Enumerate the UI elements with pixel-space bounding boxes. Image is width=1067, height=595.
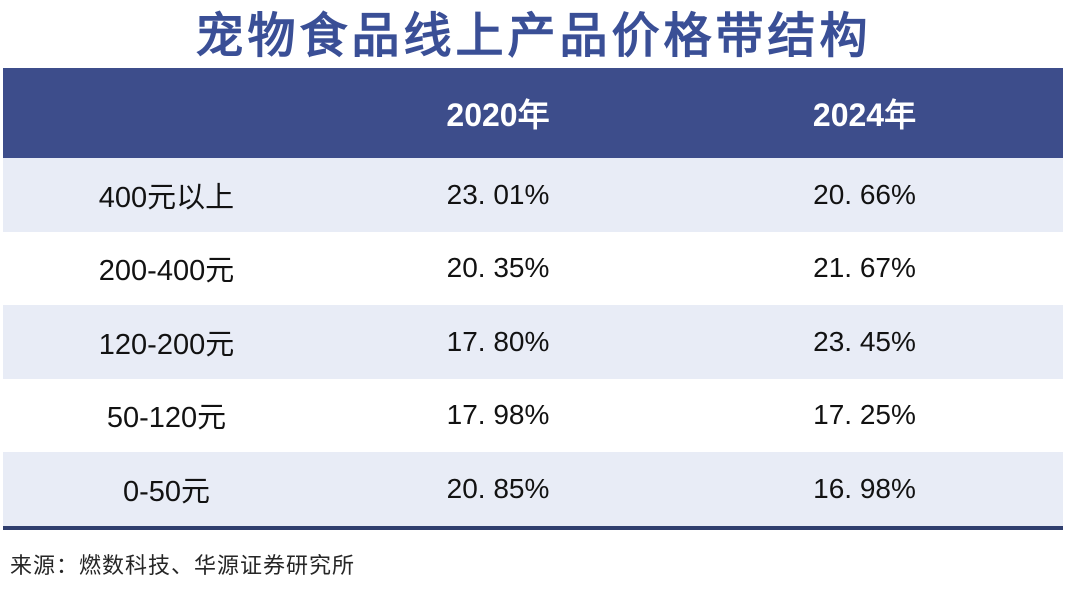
value-2024: 20. 66% <box>813 178 916 210</box>
value-2020: 17. 80% <box>446 325 550 357</box>
value-2020: 20. 85% <box>446 472 550 504</box>
table-row: 0-50元 20. 85% 16. 98% <box>3 452 1063 526</box>
table-row: 400元以上 23. 01% 20. 66% <box>3 158 1063 232</box>
value-2024: 17. 25% <box>813 399 916 431</box>
row-label: 200-400元 <box>98 255 235 288</box>
source-note: 来源：燃数科技、华源证券研究所 <box>10 552 356 578</box>
row-label: 50-120元 <box>106 402 227 435</box>
row-label: 400元以上 <box>98 181 235 214</box>
table-row: 50-120元 17. 98% 17. 25% <box>3 378 1063 452</box>
value-2020: 23. 01% <box>446 178 550 210</box>
value-2024: 23. 45% <box>813 325 916 357</box>
row-label: 0-50元 <box>122 475 211 508</box>
value-2024: 21. 67% <box>813 252 916 284</box>
page-title: 宠物食品线上产品价格带结构 <box>195 10 872 63</box>
value-2020: 17. 98% <box>446 399 550 431</box>
header-cell-2020: 2020年 <box>446 97 550 133</box>
value-2024: 16. 98% <box>813 472 916 504</box>
table-header-row: 2020年 2024年 <box>3 68 1063 158</box>
table-row: 120-200元 17. 80% 23. 45% <box>3 305 1063 379</box>
row-label: 120-200元 <box>98 328 235 361</box>
price-table: 2020年 2024年 400元以上 23. 01% 20. 66% 200-4… <box>3 68 1063 530</box>
table-row: 200-400元 20. 35% 21. 67% <box>3 231 1063 305</box>
header-cell-2024: 2024年 <box>812 97 917 133</box>
value-2020: 20. 35% <box>446 252 550 284</box>
